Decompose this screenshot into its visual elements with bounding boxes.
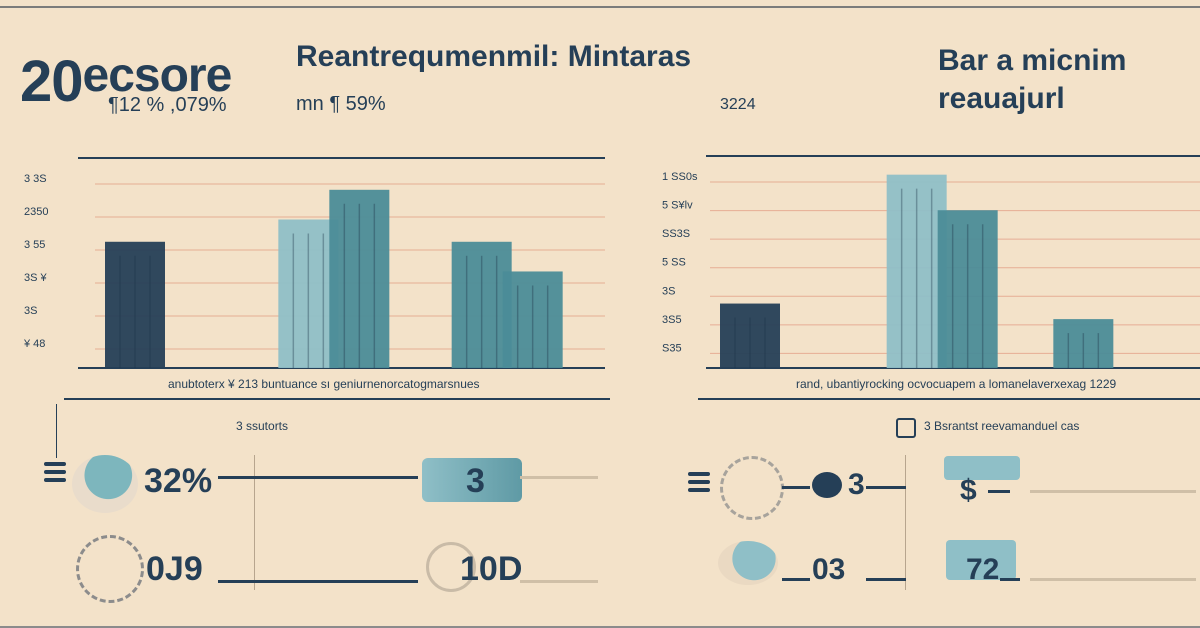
- main-title-number: 20: [20, 49, 84, 114]
- left-chart-bar: [451, 241, 512, 368]
- left-stat-bar-1: [218, 476, 418, 479]
- right-tag: 3224: [720, 96, 756, 113]
- right-title-line-1: Bar a micnim: [938, 44, 1127, 77]
- right-title: Bar a micnim reauajurl: [938, 42, 1126, 118]
- right-stats-label: 3 Bsrantst reevamanduel cas: [924, 419, 1080, 433]
- right-chart-bar: [886, 174, 947, 368]
- left-bracket-line: [56, 404, 57, 458]
- tag-icon: [812, 472, 842, 498]
- right-chart-y-tick-label: 5 SS: [662, 257, 686, 269]
- left-stat-value-2: 0J9: [146, 550, 203, 588]
- right-chart-y-tick-label: 3S5: [662, 314, 682, 326]
- right-stat-value-2: 03: [812, 553, 846, 586]
- right-chart-y-tick-label: 1 SS0s: [662, 171, 698, 183]
- far-stat-bar-2: [1000, 578, 1020, 581]
- right-stat-bar-1a: [782, 486, 810, 489]
- left-section-divider: [64, 398, 610, 400]
- right-legend-swatch: [896, 418, 916, 438]
- menu-icon-right[interactable]: [688, 472, 710, 492]
- globe-icon: [72, 455, 138, 513]
- left-chart-y-tick-label: 3 3S: [24, 173, 47, 185]
- left-chart-y-tick-label: ¥ 48: [23, 338, 45, 350]
- left-chart-bar: [502, 271, 563, 368]
- menu-icon[interactable]: [44, 462, 66, 482]
- left-chart-y-tick-label: 3S ¥: [24, 272, 48, 284]
- pie-icon: [718, 541, 778, 585]
- left-chart-bar: [105, 241, 165, 368]
- mid-stat-value-2: 10D: [460, 550, 523, 588]
- right-chart-y-tick-label: SS3S: [662, 228, 690, 240]
- right-stat-bar-2b: [866, 578, 906, 581]
- right-chart-bar: [1053, 319, 1114, 368]
- left-bar-chart: 3 3S 2350 3 55 3S ¥ 3S ¥ 48: [23, 157, 605, 369]
- middle-title: Reantrequmenmil: Mintaras: [296, 40, 692, 73]
- right-stat-value-1: 3: [848, 468, 865, 501]
- left-chart-bar: [278, 219, 339, 368]
- far-stat-bar-1: [988, 490, 1010, 493]
- right-stat-bar-1b: [866, 486, 906, 489]
- top-border: [0, 6, 1200, 8]
- gear-icon: [720, 456, 784, 520]
- right-section-divider: [698, 398, 1200, 400]
- document-icon: [946, 540, 1016, 580]
- right-chart-caption: rand, ubantiyrocking ocvocuapem a lomane…: [796, 377, 1117, 391]
- coin-icon: [426, 542, 476, 592]
- right-chart-y-tick-label: 5 S¥lv: [662, 200, 693, 212]
- left-stat-value-1: 32%: [144, 462, 213, 500]
- right-title-line-2: reauajurl: [938, 82, 1065, 115]
- left-chart-y-tick-label: 3 55: [24, 239, 45, 251]
- right-stats-separator: [905, 455, 906, 590]
- mid-stat-value-1: 3: [466, 462, 485, 500]
- left-stat-bar-2: [218, 580, 418, 583]
- banknote-icon: [944, 456, 1020, 480]
- right-chart-bar: [720, 303, 780, 368]
- left-chart-y-tick-label: 3S: [24, 305, 37, 317]
- far-stat-value-1: $: [960, 474, 977, 507]
- right-chart-y-tick-label: S35: [662, 342, 682, 354]
- left-chart-y-tick-label: 2350: [24, 206, 48, 218]
- mid-stat-bar-1: [520, 476, 598, 479]
- right-stat-bar-2a: [782, 578, 810, 581]
- bottom-border: [0, 626, 1200, 628]
- main-title: 20ecsore: [20, 38, 233, 114]
- left-stat-row-1: [44, 462, 66, 482]
- middle-subtitle: mn ¶ 59%: [296, 93, 386, 115]
- left-subtitle: ¶12 % ,079%: [108, 94, 227, 116]
- clock-icon: [76, 535, 144, 603]
- far-stat-value-2: 72: [966, 553, 1000, 586]
- far-stat-track-1: [1030, 490, 1196, 493]
- right-chart-bar: [937, 210, 998, 368]
- left-stats-label: 3 ssutorts: [236, 419, 289, 433]
- right-bar-chart: 1 SS0s 5 S¥lv SS3S 5 SS 3S 3S5 S35: [662, 155, 1200, 369]
- mid-stat-bar-2: [520, 580, 598, 583]
- wallet-icon: [422, 458, 522, 502]
- right-stat-row-1: [688, 472, 710, 492]
- left-stats-separator: [254, 455, 255, 590]
- far-stat-track-2: [1030, 578, 1196, 581]
- main-title-text: ecsore: [82, 49, 233, 102]
- left-chart-caption: anubtoterx ¥ 213 buntuance sı geniurneno…: [168, 377, 480, 391]
- right-chart-y-tick-label: 3S: [662, 285, 675, 297]
- left-chart-bar: [329, 189, 390, 368]
